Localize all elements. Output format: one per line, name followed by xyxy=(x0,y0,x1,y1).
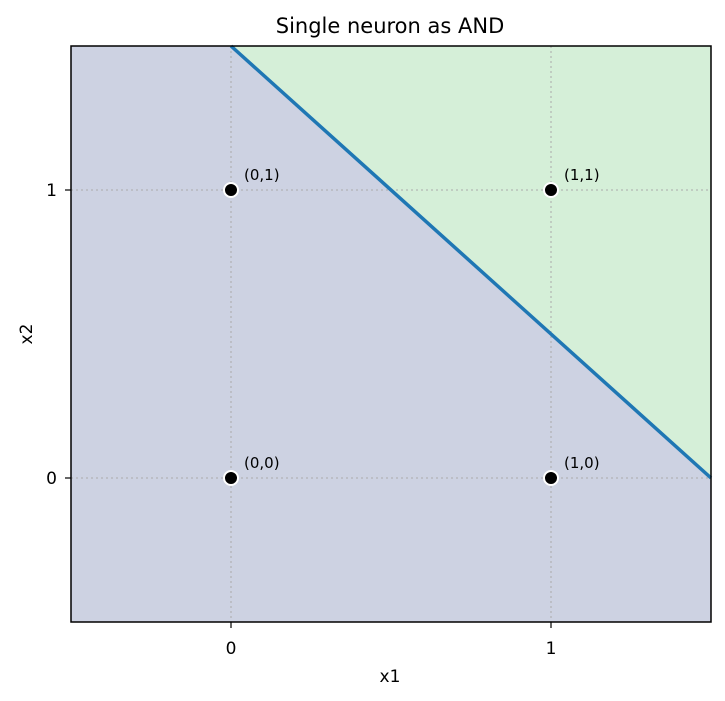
x-axis-label: x1 xyxy=(380,667,401,687)
data-point xyxy=(543,182,559,198)
decision-boundary-line xyxy=(229,44,713,480)
plot-area: (0,0) (1,0) (0,1) (1,1) 0 1 0 1 xyxy=(46,44,713,659)
point-label: (1,1) xyxy=(564,166,600,184)
data-point xyxy=(223,182,239,198)
y-tick-label: 1 xyxy=(46,181,57,201)
data-point xyxy=(223,470,239,486)
y-axis-label: x2 xyxy=(17,324,37,345)
x-tick-label: 1 xyxy=(546,639,557,659)
point-label: (0,1) xyxy=(244,166,280,184)
data-point xyxy=(543,470,559,486)
axes-frame xyxy=(70,45,712,623)
point-label: (1,0) xyxy=(564,454,600,472)
y-tick-label: 0 xyxy=(46,469,57,489)
chart-title: Single neuron as AND xyxy=(276,14,505,38)
x-tick-label: 0 xyxy=(226,639,237,659)
point-label: (0,0) xyxy=(244,454,280,472)
